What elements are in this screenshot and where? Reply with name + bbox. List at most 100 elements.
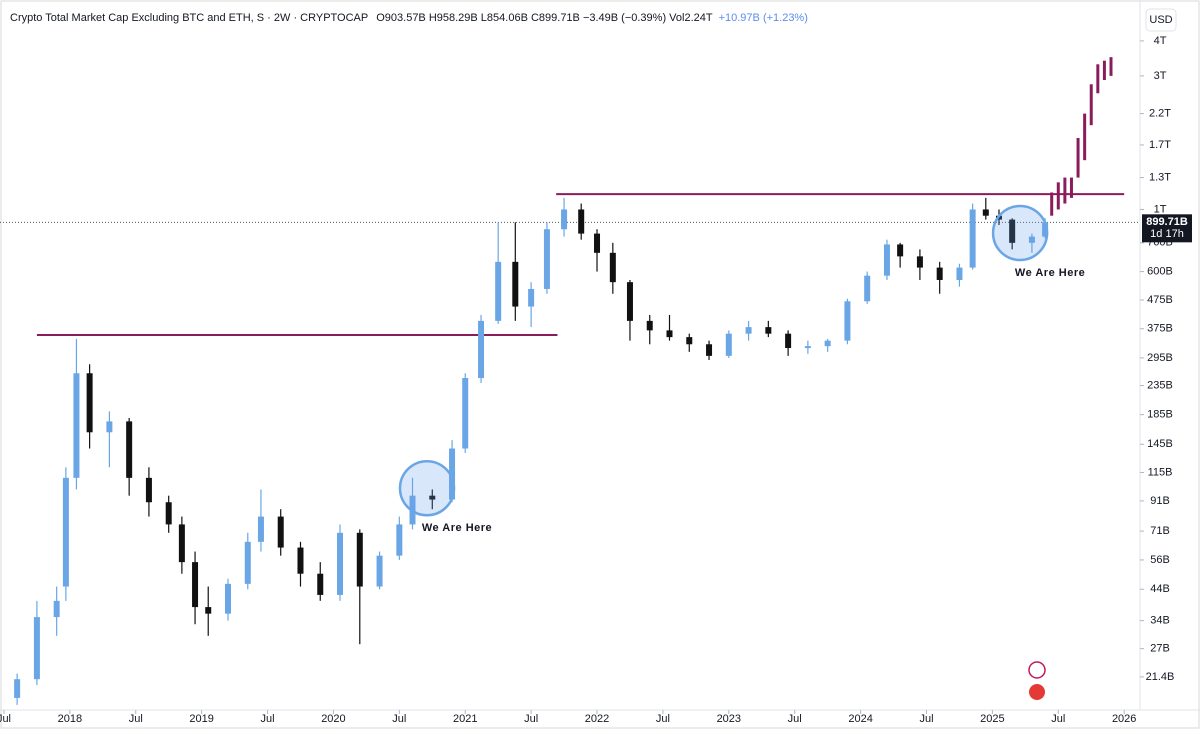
candle-body bbox=[376, 555, 383, 587]
countdown: 1d 17h bbox=[1150, 228, 1184, 240]
x-tick-label: Jul bbox=[261, 713, 275, 725]
candle-body bbox=[745, 327, 752, 334]
x-tick-label: 2024 bbox=[848, 713, 872, 725]
candle-body bbox=[594, 233, 601, 253]
candle-body bbox=[429, 495, 436, 500]
candle-body bbox=[462, 378, 469, 449]
candle-body bbox=[225, 583, 231, 614]
y-tick-label: 1.7T bbox=[1149, 139, 1171, 151]
y-tick-label: 4T bbox=[1154, 35, 1167, 47]
x-tick-label: Jul bbox=[788, 713, 802, 725]
candle-body bbox=[578, 209, 585, 234]
candle-body bbox=[824, 340, 831, 347]
y-tick-label: 56B bbox=[1150, 554, 1170, 566]
candle-body bbox=[864, 275, 871, 302]
x-tick-label: 2021 bbox=[453, 713, 477, 725]
candle-body bbox=[804, 346, 811, 349]
candle-body bbox=[969, 209, 976, 268]
ohlc-readout: O903.57B H958.29B L854.06B C899.71B −3.4… bbox=[376, 12, 713, 24]
candle-body bbox=[396, 524, 403, 556]
candle-body bbox=[257, 516, 264, 542]
candle-body bbox=[192, 562, 199, 608]
x-tick-label: Jul bbox=[0, 713, 11, 725]
y-tick-label: 27B bbox=[1150, 643, 1170, 655]
candle-body bbox=[936, 267, 943, 280]
candle-body bbox=[53, 600, 60, 618]
candle-body bbox=[244, 541, 251, 584]
candle-body bbox=[495, 261, 502, 321]
y-tick-label: 375B bbox=[1147, 323, 1173, 335]
candle-body bbox=[337, 532, 344, 595]
candle-body bbox=[512, 261, 519, 307]
y-tick-label: 3T bbox=[1154, 70, 1167, 82]
y-tick-label: 475B bbox=[1147, 294, 1173, 306]
highlight-circle bbox=[398, 459, 456, 517]
icons bbox=[1028, 661, 1046, 700]
candle-body bbox=[317, 573, 324, 595]
y-tick-label: 115B bbox=[1148, 466, 1173, 478]
y-tick-label: 2.2T bbox=[1149, 108, 1171, 120]
candle-body bbox=[626, 282, 633, 321]
candle-body bbox=[883, 244, 890, 276]
y-tick-label: 145B bbox=[1147, 438, 1173, 450]
candle-body bbox=[528, 288, 535, 307]
icon bbox=[1029, 684, 1045, 700]
y-tick-label: 295B bbox=[1147, 352, 1173, 364]
candle-body bbox=[356, 532, 363, 587]
currency[interactable]: USD bbox=[1149, 14, 1172, 26]
candle-body bbox=[897, 244, 904, 257]
candle-body bbox=[14, 679, 21, 698]
candle-body bbox=[956, 267, 963, 280]
x-tick-label: 2025 bbox=[980, 713, 1004, 725]
y-tick-label: 1T bbox=[1154, 203, 1167, 215]
candle-body bbox=[982, 209, 989, 216]
x-tick-label: Jul bbox=[1051, 713, 1065, 725]
y-tick-label: 91B bbox=[1150, 495, 1170, 507]
candle-body bbox=[686, 337, 693, 345]
candle-body bbox=[449, 448, 456, 500]
plot-area: We Are Here We Are Here bbox=[0, 57, 1140, 705]
candle-body bbox=[646, 320, 653, 331]
annotation: We Are Here bbox=[422, 522, 492, 534]
x-tick-label: Jul bbox=[656, 713, 670, 725]
x-tick-label: 2019 bbox=[189, 713, 213, 725]
candle-body bbox=[561, 209, 568, 230]
chart-title: Crypto Total Market Cap Excluding BTC an… bbox=[10, 12, 368, 24]
change-readout: +10.97B (+1.23%) bbox=[719, 12, 808, 24]
candle-body bbox=[297, 547, 304, 574]
candle-body bbox=[785, 333, 792, 349]
icon bbox=[1028, 661, 1046, 679]
x-tick-label: Jul bbox=[524, 713, 538, 725]
candle-body bbox=[277, 516, 284, 548]
last-price-label: 899.71B bbox=[1146, 216, 1188, 228]
currency-box[interactable] bbox=[1145, 8, 1177, 32]
last-price-box bbox=[1142, 214, 1192, 243]
candle-body bbox=[126, 421, 133, 478]
candle-body bbox=[178, 524, 185, 563]
x-tick-label: 2022 bbox=[585, 713, 609, 725]
highlight-circle bbox=[991, 204, 1049, 262]
x-tick-label: 2023 bbox=[717, 713, 741, 725]
candle-body bbox=[1042, 222, 1049, 237]
x-tick-label: 2026 bbox=[1112, 713, 1136, 725]
candle-body bbox=[205, 607, 212, 614]
annotation: We Are Here bbox=[1015, 267, 1085, 279]
candle-body bbox=[478, 320, 485, 379]
candle-body bbox=[33, 617, 40, 680]
x-tick-label: 2018 bbox=[58, 713, 82, 725]
y-tick-label: 235B bbox=[1147, 379, 1173, 391]
candle-body bbox=[844, 301, 851, 341]
candle-body bbox=[706, 344, 713, 356]
x-tick-label: Jul bbox=[129, 713, 143, 725]
candle-body bbox=[1009, 219, 1016, 243]
candle-body bbox=[543, 229, 550, 289]
x-tick-label: 2020 bbox=[321, 713, 345, 725]
candle-body bbox=[1028, 236, 1035, 243]
candle-body bbox=[86, 373, 93, 433]
candle-body bbox=[666, 330, 673, 338]
candle-body bbox=[916, 256, 923, 268]
